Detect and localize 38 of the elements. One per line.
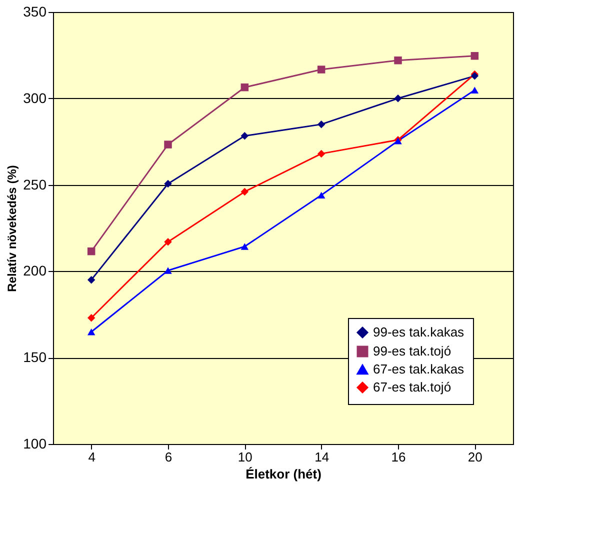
y-tick-label: 300 xyxy=(23,90,47,106)
x-tick-label: 16 xyxy=(391,450,406,464)
point xyxy=(470,52,479,60)
point xyxy=(87,314,96,322)
y-tick-label: 150 xyxy=(23,349,47,366)
y-tick-label: 250 xyxy=(23,176,47,192)
legend-label: 67-es tak.kakas xyxy=(373,362,465,376)
point xyxy=(87,328,96,336)
point xyxy=(164,140,172,148)
point xyxy=(164,267,172,274)
y-axis-title: Relatív növekedés (%) xyxy=(5,165,20,292)
x-tick-label: 20 xyxy=(468,450,482,464)
y-tick-label: 350 xyxy=(23,4,47,20)
point xyxy=(470,86,479,94)
point xyxy=(164,180,172,188)
y-tick-label: 100 xyxy=(23,436,47,452)
x-tick-label: 14 xyxy=(314,450,330,464)
legend-label: 99-es tak.tojó xyxy=(373,344,452,358)
point xyxy=(317,150,326,158)
point xyxy=(164,238,172,246)
point xyxy=(394,56,402,64)
point xyxy=(240,188,249,196)
legend-label: 99-es tak.kakas xyxy=(373,324,465,340)
point xyxy=(87,247,96,256)
x-tick-label: 4 xyxy=(88,450,96,464)
x-tick-label: 6 xyxy=(164,450,172,464)
point xyxy=(240,132,249,140)
x-axis-title: Életkor (hét) xyxy=(246,466,322,482)
point xyxy=(317,66,326,74)
point xyxy=(240,243,249,250)
point xyxy=(317,192,326,199)
legend-label: 67-es tak.tojó xyxy=(373,380,452,394)
y-tick-label: 200 xyxy=(23,262,47,279)
point xyxy=(87,276,96,284)
point xyxy=(317,120,326,128)
x-tick-label: 10 xyxy=(238,450,252,464)
point xyxy=(240,83,249,92)
point xyxy=(394,94,402,102)
